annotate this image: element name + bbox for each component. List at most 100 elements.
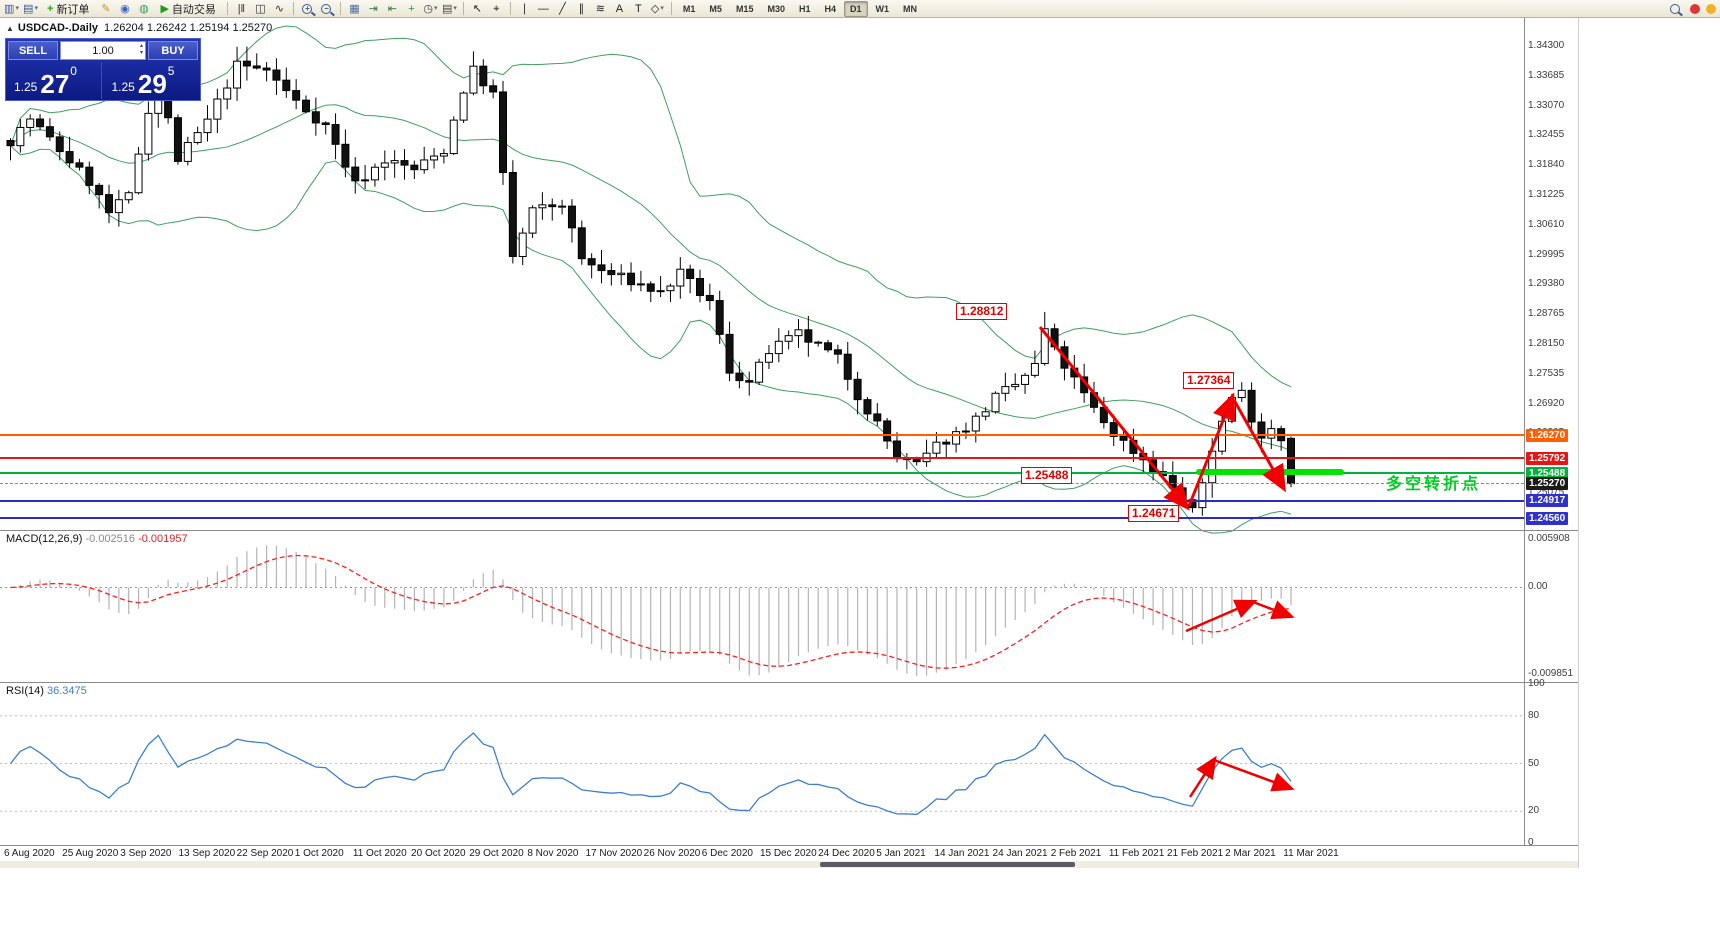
buy-price-pip: 5 xyxy=(167,64,175,78)
swing-high-label-2[interactable]: 1.27364 xyxy=(1183,372,1235,389)
candle xyxy=(439,153,448,157)
candle xyxy=(696,278,704,296)
pivot-price-label[interactable]: 1.25488 xyxy=(1021,467,1073,484)
candle xyxy=(518,232,527,257)
horizontal-scrollbar-thumb[interactable] xyxy=(820,862,1075,867)
candle xyxy=(863,399,872,415)
search-icon[interactable] xyxy=(1666,1,1683,17)
orange-resistance-line[interactable] xyxy=(0,434,1524,437)
collapse-panel-icon[interactable]: ▲ xyxy=(6,24,14,33)
date-label: 3 Sep 2020 xyxy=(120,848,172,859)
timeframe-m5[interactable]: M5 xyxy=(709,3,722,14)
text-tool-icon[interactable]: A xyxy=(615,2,624,15)
buy-button[interactable]: BUY xyxy=(148,41,198,60)
red-resistance-line[interactable] xyxy=(0,457,1524,460)
fibonacci-tool-icon[interactable]: ≋ xyxy=(595,2,606,15)
chart-shift-icon[interactable]: ⇤ xyxy=(387,2,398,15)
templates-icon[interactable]: ▤ ▾ xyxy=(441,2,457,15)
candles-chart-icon[interactable]: ◫ xyxy=(255,2,266,15)
vertical-line-tool-icon[interactable]: ∣ xyxy=(521,2,528,15)
candle xyxy=(105,194,113,214)
auto-scroll-icon[interactable]: ⇥ xyxy=(368,2,379,15)
new-order-button-label: 新订单 xyxy=(56,3,90,16)
date-label: 22 Sep 2020 xyxy=(236,848,294,859)
price-tick: 1.31840 xyxy=(1528,159,1565,171)
candle xyxy=(262,67,271,71)
candle xyxy=(1080,376,1089,394)
price-tick: 1.25075 xyxy=(1528,487,1565,499)
period-cycle-icon[interactable]: ◷ ▾ xyxy=(423,2,438,15)
horizontal-line-tool-icon[interactable]: ― xyxy=(537,2,549,15)
auto-trading-button[interactable]: ▶ 自动交易 xyxy=(155,1,220,17)
candle xyxy=(173,117,182,162)
rsi-label: RSI(14) 36.3475 xyxy=(6,685,87,697)
candle xyxy=(1070,367,1079,378)
blue-support-line-1[interactable] xyxy=(0,499,1524,502)
candle xyxy=(942,441,951,445)
trendline-tool-icon[interactable]: ╱ xyxy=(559,2,566,15)
volume-spinner[interactable]: ▴ ▾ xyxy=(140,43,143,57)
new-order-button[interactable]: + 新订单 xyxy=(42,1,94,17)
volume-input[interactable]: 1.00 ▴ ▾ xyxy=(60,41,146,60)
candle xyxy=(508,172,517,257)
timeframe-mn[interactable]: MN xyxy=(903,3,918,14)
timeframe-m15[interactable]: M15 xyxy=(735,3,754,14)
candle xyxy=(558,205,567,208)
rsi-scale-50: 50 xyxy=(1528,757,1540,769)
channel-tool-icon[interactable]: ∥ xyxy=(578,2,585,15)
candle xyxy=(636,283,645,286)
sell-button[interactable]: SELL xyxy=(8,41,58,60)
crosshair-icon[interactable]: ⌖ xyxy=(493,2,500,15)
swing-low-label[interactable]: 1.24671 xyxy=(1128,505,1180,522)
spinner-down-icon[interactable]: ▾ xyxy=(139,50,143,56)
candle xyxy=(853,378,862,401)
timeframe-d1[interactable]: D1 xyxy=(844,0,868,17)
chat-icon[interactable]: ◍ xyxy=(139,2,149,15)
buy-price[interactable]: 1.25 29 5 xyxy=(100,62,199,99)
candle xyxy=(1060,346,1069,369)
candle xyxy=(203,118,212,134)
rsi-panel-separator[interactable] xyxy=(0,682,1578,683)
line-chart-icon[interactable]: ∿ xyxy=(274,2,285,15)
timeframe-m1[interactable]: M1 xyxy=(682,3,696,14)
new-window-icon[interactable]: + xyxy=(408,2,415,15)
zoom-in-icon[interactable]: + xyxy=(299,1,316,17)
new-chart-icon[interactable]: ▥ ▾ xyxy=(4,2,19,15)
green-pivot-line[interactable] xyxy=(0,472,1524,475)
bars-chart-icon[interactable]: |‖ xyxy=(237,2,246,15)
candle xyxy=(420,159,429,171)
current-price-line[interactable] xyxy=(0,483,1524,485)
tile-windows-icon[interactable]: ▦ xyxy=(349,2,360,15)
blue-support-line-2[interactable] xyxy=(0,517,1524,520)
help-icon[interactable] xyxy=(1706,4,1716,14)
sell-price[interactable]: 1.25 27 0 xyxy=(8,62,101,99)
price-tick: 1.33070 xyxy=(1528,99,1565,111)
timeframe-h4[interactable]: H4 xyxy=(824,3,836,14)
time-axis-separator xyxy=(0,845,1578,846)
price-tick: 1.28150 xyxy=(1528,338,1565,350)
cursor-icon[interactable]: ↖ xyxy=(472,2,483,15)
swing-high-label-1[interactable]: 1.28812 xyxy=(956,303,1008,320)
shapes-tool-icon[interactable]: ◇ ▾ xyxy=(650,2,664,15)
date-label: 24 Jan 2021 xyxy=(992,848,1048,859)
profiles-icon[interactable]: ▤ ▾ xyxy=(23,2,38,15)
horizontal-scrollbar[interactable] xyxy=(0,861,1578,868)
date-label: 6 Aug 2020 xyxy=(4,848,55,859)
timeframe-h1[interactable]: H1 xyxy=(798,3,811,14)
candle xyxy=(843,353,852,380)
timeframe-m30[interactable]: M30 xyxy=(767,3,785,14)
auto-trading-button-icon: ▶ xyxy=(160,3,169,15)
timeframe-w1[interactable]: W1 xyxy=(875,3,890,14)
metaeditor-icon[interactable]: ✎ xyxy=(101,2,111,15)
notifications-icon[interactable] xyxy=(1690,4,1700,14)
macd-scale-max: 0.005908 xyxy=(1528,533,1570,544)
macd-panel-separator[interactable] xyxy=(0,530,1578,531)
community-icon[interactable]: ◉ xyxy=(120,2,130,15)
label-tool-icon[interactable]: T xyxy=(635,2,642,15)
candle xyxy=(36,118,45,128)
rsi-scale-0: 0 xyxy=(1528,837,1534,848)
green-highlight-segment[interactable] xyxy=(1196,468,1344,475)
spinner-up-icon[interactable]: ▴ xyxy=(139,43,143,49)
zoom-out-icon[interactable]: − xyxy=(318,1,335,17)
